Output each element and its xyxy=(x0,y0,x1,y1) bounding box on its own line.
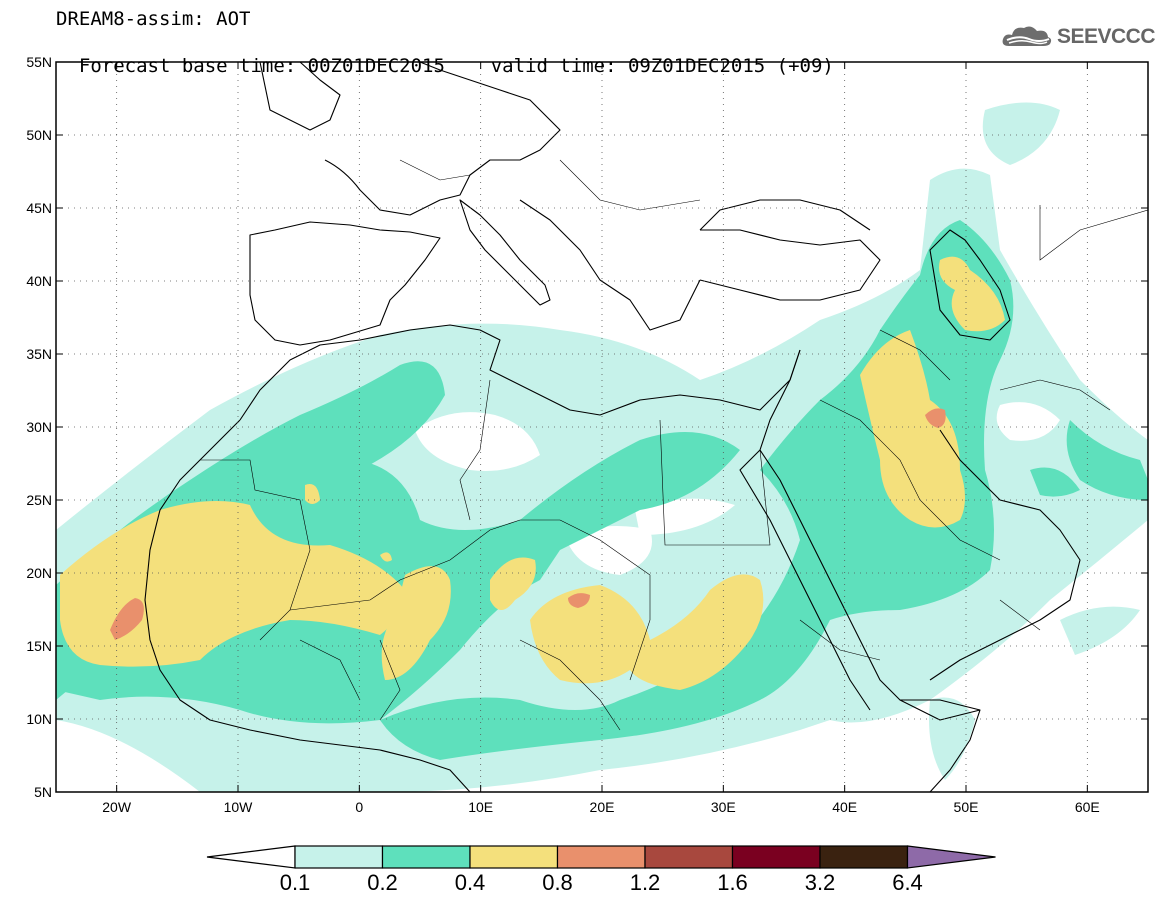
lat-tick-label: 5N xyxy=(34,784,52,800)
colorbar-label: 0.2 xyxy=(367,870,398,895)
lat-lon-grid xyxy=(56,62,1148,792)
axis-ticks xyxy=(56,61,1148,793)
lon-tick-label: 10W xyxy=(224,799,254,815)
lon-tick-label: 0 xyxy=(355,799,363,815)
country-borders xyxy=(200,159,1148,731)
coastlines xyxy=(144,62,1081,792)
colorbar-under-arrow xyxy=(206,845,296,869)
colorbar-swatch xyxy=(556,845,646,869)
aot-band-peak xyxy=(110,408,946,640)
base-time: Forecast base time: 00Z01DEC2015 xyxy=(78,55,445,77)
colorbar-label: 6.4 xyxy=(892,870,923,895)
lon-tick-label: 30E xyxy=(711,799,736,815)
colorbar-label: 0.1 xyxy=(280,870,311,895)
colorbar-label: 1.6 xyxy=(717,870,748,895)
lat-tick-label: 25N xyxy=(26,492,52,508)
lon-tick-label: 60E xyxy=(1075,799,1100,815)
lat-tick-label: 55N xyxy=(26,54,52,70)
lon-axis-labels: 20W 10W 0 10E 20E 30E 40E 50E 60E xyxy=(102,799,1100,815)
colorbar-swatch xyxy=(731,845,821,869)
map-title: DREAM8-assim: AOT xyxy=(56,8,251,30)
lat-tick-label: 40N xyxy=(26,273,52,289)
lon-tick-label: 10E xyxy=(468,799,493,815)
colorbar-swatch xyxy=(644,845,734,869)
time-info: Forecast base time: 00Z01DEC2015 valid t… xyxy=(56,33,834,77)
aot-clear-holes xyxy=(415,402,1060,575)
logo-text: SEEVCCC xyxy=(1056,25,1156,48)
lat-tick-label: 30N xyxy=(26,419,52,435)
seevccc-logo: SEEVCCC xyxy=(1001,24,1156,50)
lat-tick-label: 20N xyxy=(26,565,52,581)
lat-axis-labels: 55N 50N 45N 40N 35N 30N 25N 20N 15N 10N 5N xyxy=(26,54,52,800)
valid-time: valid time: 09Z01DEC2015 (+09) xyxy=(490,55,834,77)
colorbar-swatch xyxy=(294,845,384,869)
aot-field xyxy=(56,62,1148,792)
colorbar-swatch xyxy=(819,845,909,869)
lat-tick-label: 10N xyxy=(26,711,52,727)
colorbar-over-arrow xyxy=(906,845,996,869)
lat-tick-label: 15N xyxy=(26,638,52,654)
lon-tick-label: 20E xyxy=(590,799,615,815)
aot-band-high xyxy=(60,256,1005,690)
lon-tick-label: 20W xyxy=(102,799,132,815)
lat-tick-label: 45N xyxy=(26,200,52,216)
cloud-icon xyxy=(1002,26,1052,46)
colorbar-label: 1.2 xyxy=(630,870,661,895)
colorbar-label: 0.4 xyxy=(455,870,486,895)
colorbar-label: 3.2 xyxy=(805,870,836,895)
colorbar-swatch xyxy=(469,845,559,869)
colorbar-swatch xyxy=(381,845,471,869)
lon-tick-label: 50E xyxy=(954,799,979,815)
lat-tick-label: 35N xyxy=(26,346,52,362)
colorbar-label: 0.8 xyxy=(542,870,573,895)
aot-colorbar: 0.1 0.2 0.4 0.8 1.2 1.6 3.2 6.4 xyxy=(206,845,996,895)
lat-tick-label: 50N xyxy=(26,127,52,143)
lon-tick-label: 40E xyxy=(832,799,857,815)
